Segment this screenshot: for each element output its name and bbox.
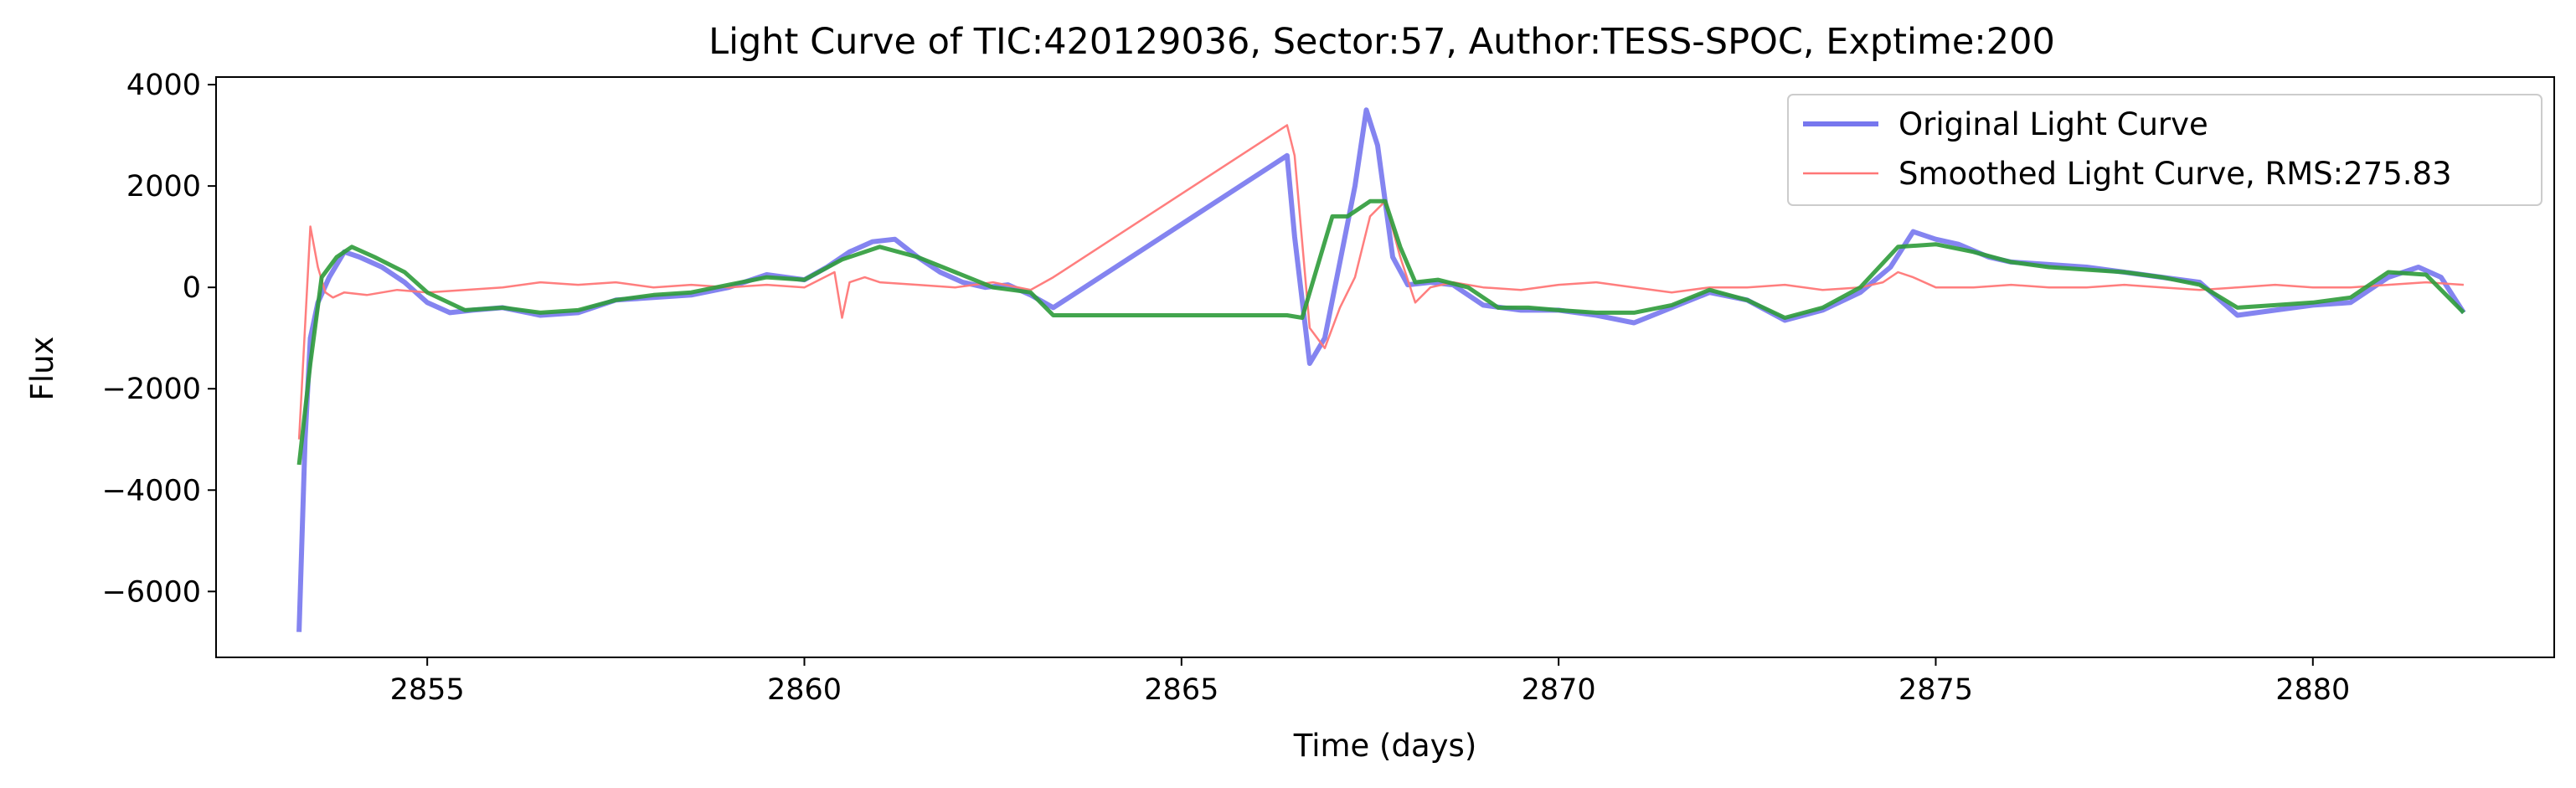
chart-title: Light Curve of TIC:420129036, Sector:57,… [708, 21, 2055, 63]
y-tick-label: 4000 [126, 69, 201, 102]
y-tick-label: −4000 [102, 474, 201, 507]
y-tick-label: 0 [183, 271, 201, 305]
legend-label-original: Original Light Curve [1899, 106, 2208, 142]
x-tick-label: 2875 [1899, 673, 1973, 707]
legend: Original Light Curve Smoothed Light Curv… [1787, 94, 2543, 206]
x-tick-label: 2880 [2275, 673, 2350, 707]
plot-frame [215, 76, 2555, 658]
x-tick-label: 2865 [1144, 673, 1218, 707]
y-tick-label: 2000 [126, 170, 201, 203]
x-tick-label: 2855 [390, 673, 465, 707]
x-axis-label: Time (days) [1293, 728, 1477, 764]
legend-box [1787, 94, 2543, 206]
x-axis: 2855 2860 2865 2870 2875 2880 [390, 657, 2350, 707]
series-line-2 [296, 198, 2465, 466]
y-axis: −6000 −4000 −2000 0 2000 4000 [102, 69, 216, 609]
series-line-1 [297, 124, 2464, 440]
x-tick-label: 2860 [767, 673, 842, 707]
y-tick-label: −6000 [102, 575, 201, 609]
legend-label-smoothed: Smoothed Light Curve, RMS:275.83 [1899, 156, 2452, 192]
plot-series-group [296, 107, 2466, 632]
x-tick-label: 2870 [1522, 673, 1596, 707]
y-axis-label: Flux [24, 337, 60, 401]
y-tick-label: −2000 [102, 373, 201, 406]
